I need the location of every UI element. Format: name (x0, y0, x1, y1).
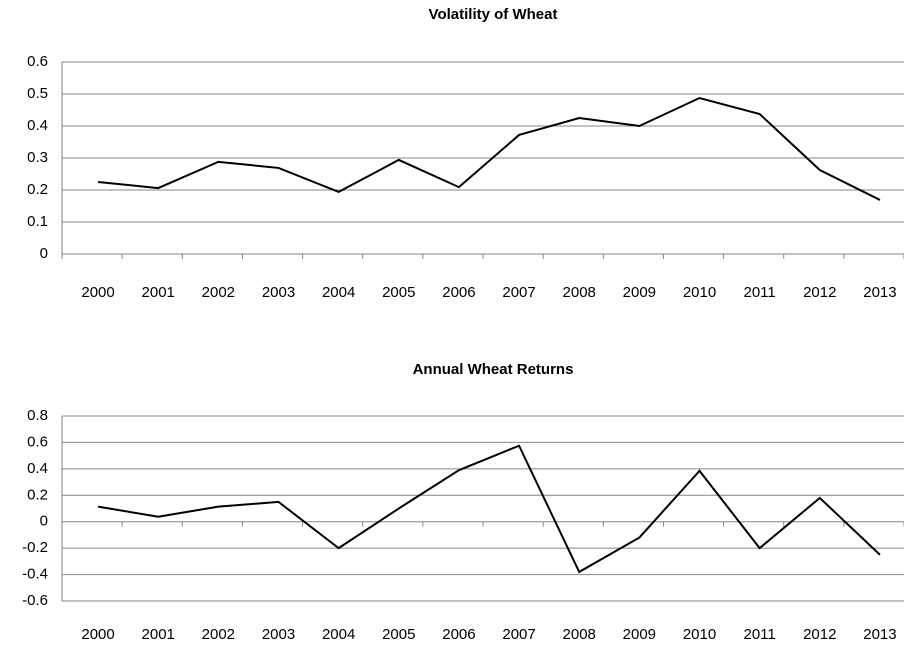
y-tick-label: 0.2 (27, 181, 48, 198)
x-tick-label: 2002 (202, 626, 235, 643)
x-tick-label: 2001 (142, 626, 175, 643)
x-tick-label: 2000 (81, 626, 114, 643)
y-tick-label: 0 (40, 513, 48, 530)
x-tick-label: 2006 (442, 626, 475, 643)
x-tick-label: 2007 (502, 626, 535, 643)
y-tick-label: 0.1 (27, 213, 48, 230)
y-tick-label: 0.8 (27, 407, 48, 424)
x-tick-label: 2007 (502, 284, 535, 301)
x-tick-label: 2013 (863, 284, 896, 301)
series-line (97, 444, 881, 574)
x-tick-label: 2008 (563, 626, 596, 643)
series-line (97, 96, 881, 201)
x-tick-label: 2013 (863, 626, 896, 643)
x-tick-label: 2011 (744, 626, 776, 643)
x-tick-label: 2002 (202, 284, 235, 301)
x-tick-label: 2008 (563, 284, 596, 301)
x-tick-label: 2005 (382, 284, 415, 301)
y-tick-label: 0.6 (27, 433, 48, 450)
y-tick-label: 0.6 (27, 53, 48, 70)
x-tick-label: 2003 (262, 626, 295, 643)
x-tick-label: 2004 (322, 284, 355, 301)
x-tick-label: 2004 (322, 626, 355, 643)
y-tick-label: 0.3 (27, 149, 48, 166)
x-tick-label: 2005 (382, 626, 415, 643)
x-tick-label: 2006 (442, 284, 475, 301)
y-tick-label: -0.6 (22, 592, 48, 609)
y-tick-label: 0.4 (27, 460, 48, 477)
y-tick-label: -0.4 (22, 566, 48, 583)
x-tick-label: 2003 (262, 284, 295, 301)
y-tick-label: 0.5 (27, 85, 48, 102)
x-tick-label: 2012 (803, 626, 836, 643)
x-tick-label: 2009 (623, 626, 656, 643)
y-tick-label: 0.4 (27, 117, 48, 134)
x-tick-label: 2000 (81, 284, 114, 301)
y-tick-label: 0 (40, 245, 48, 262)
x-tick-label: 2011 (744, 284, 776, 301)
x-tick-label: 2009 (623, 284, 656, 301)
x-tick-label: 2010 (683, 626, 716, 643)
x-tick-label: 2001 (142, 284, 175, 301)
chart-title: Annual Wheat Returns (413, 361, 574, 378)
x-tick-label: 2012 (803, 284, 836, 301)
chart-title: Volatility of Wheat (429, 6, 558, 23)
y-tick-label: -0.2 (22, 539, 48, 556)
y-tick-label: 0.2 (27, 486, 48, 503)
x-tick-label: 2010 (683, 284, 716, 301)
